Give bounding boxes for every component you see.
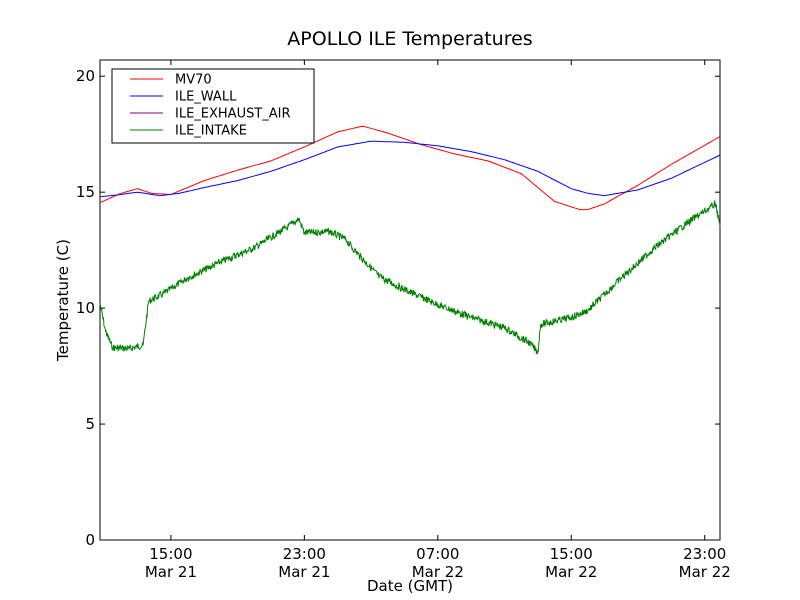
- legend-label: MV70: [175, 73, 212, 88]
- x-tick-label-time: 07:00: [416, 545, 459, 563]
- x-tick-label-time: 15:00: [550, 545, 593, 563]
- x-tick-label-date: Mar 22: [679, 563, 731, 581]
- legend: MV70 ILE_WALL ILE_EXHAUST_AIR ILE_INTAKE: [111, 68, 315, 144]
- y-tick-label: 10: [76, 299, 95, 317]
- legend-box: [111, 68, 315, 144]
- y-axis-label: Temperature (C): [54, 239, 72, 362]
- x-tick-label-date: Mar 21: [145, 563, 197, 581]
- y-tick-label: 0: [85, 531, 95, 549]
- x-tick-label-time: 15:00: [149, 545, 192, 563]
- series-line-ile-intake: [99, 199, 721, 355]
- y-tick-label: 20: [76, 67, 95, 85]
- y-axis: 0 5 10 15 20: [76, 67, 720, 549]
- legend-label: ILE_EXHAUST_AIR: [175, 107, 291, 122]
- x-tick-label-date: Mar 22: [545, 563, 597, 581]
- legend-label: ILE_WALL: [175, 90, 237, 105]
- series-lines: [99, 125, 721, 355]
- y-tick-label: 5: [85, 415, 95, 433]
- x-tick-label-date: Mar 22: [412, 563, 464, 581]
- x-tick-label-time: 23:00: [283, 545, 326, 563]
- y-tick-label: 15: [76, 183, 95, 201]
- series-line-mv70: [99, 125, 721, 211]
- series-line-ile-wall: [99, 140, 721, 198]
- chart-title: APOLLO ILE Temperatures: [287, 28, 532, 50]
- x-tick-label-date: Mar 21: [278, 563, 330, 581]
- x-tick-label-time: 23:00: [683, 545, 726, 563]
- legend-label: ILE_INTAKE: [175, 124, 247, 139]
- x-axis-label: Date (GMT): [367, 577, 453, 595]
